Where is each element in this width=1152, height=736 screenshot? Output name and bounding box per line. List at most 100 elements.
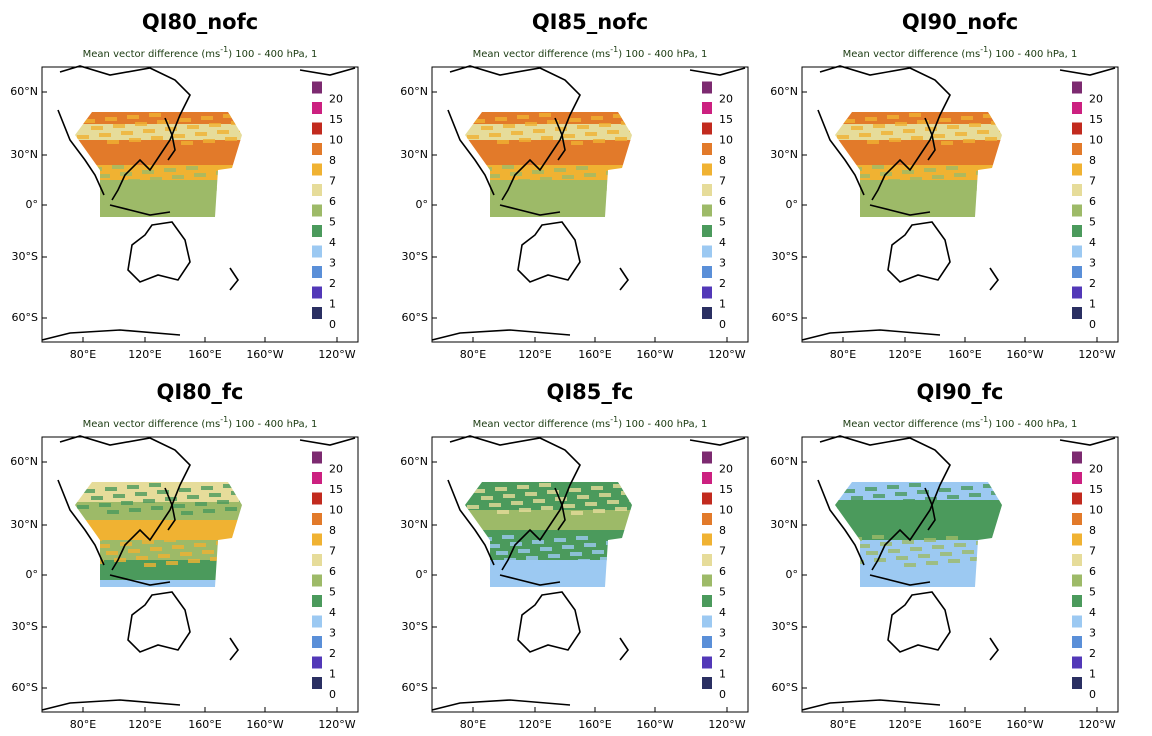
field-speckle: [504, 558, 516, 562]
legend-label: 1: [719, 298, 726, 311]
field-speckle: [874, 188, 886, 192]
field-speckle: [105, 117, 117, 121]
legend-swatch: [312, 451, 322, 464]
field-speckle: [948, 559, 960, 563]
field-speckle: [895, 122, 907, 126]
legend-swatch: [1072, 225, 1082, 237]
field-speckle: [548, 184, 560, 188]
subtitle-rest: ) 100 - 400 hPa, 1: [228, 419, 317, 430]
field-speckle: [556, 561, 568, 565]
map-panel: QI90_nofc Mean vector difference (ms-1) 1…: [770, 10, 1119, 361]
coastline: [887, 221, 951, 283]
subtitle-sup: -1: [220, 415, 228, 424]
lat-label: 60°S: [402, 681, 428, 694]
field-speckle: [142, 540, 154, 544]
field-speckle: [872, 165, 884, 169]
field-speckle: [576, 166, 588, 170]
coastline: [449, 435, 581, 571]
lat-label: 60°S: [772, 681, 798, 694]
field-speckle: [210, 187, 222, 191]
lon-label: 160°E: [188, 718, 221, 731]
field-speckle: [181, 141, 193, 145]
legend-swatch: [1072, 204, 1082, 217]
field-speckle: [858, 174, 870, 178]
field-speckle: [158, 184, 170, 188]
subtitle-text: Mean vector difference (ms: [843, 419, 981, 430]
field-speckle: [903, 499, 915, 503]
field-speckle: [225, 137, 237, 141]
field-speckle: [98, 544, 110, 548]
field-speckle: [217, 130, 229, 134]
coastline: [817, 479, 865, 566]
field-speckle: [917, 490, 929, 494]
field-speckle: [593, 139, 605, 143]
panel-subtitle: Mean vector difference (ms-1) 100 - 400 …: [843, 45, 1078, 61]
legend-label: 0: [1089, 688, 1096, 701]
panel-subtitle: Mean vector difference (ms-1) 100 - 400 …: [83, 45, 318, 61]
legend-swatch: [1072, 451, 1082, 464]
subtitle-sup: -1: [980, 415, 988, 424]
lat-label: 30°N: [400, 518, 428, 531]
field-speckle: [534, 563, 546, 567]
field-speckle: [970, 187, 982, 191]
field-speckle: [903, 129, 915, 133]
field-band: [75, 502, 242, 520]
field-speckle: [925, 127, 937, 131]
legend-label: 20: [1089, 93, 1103, 106]
field-speckle: [613, 484, 625, 488]
field-speckle: [969, 493, 981, 497]
legend-label: 7: [719, 175, 726, 188]
legend-label: 20: [719, 463, 733, 476]
field-speckle: [540, 547, 552, 551]
coastline: [619, 267, 629, 291]
lat-label: 0°: [416, 198, 429, 211]
field-speckle: [540, 177, 552, 181]
legend-swatch: [312, 574, 322, 587]
field-speckle: [889, 508, 901, 512]
subtitle-text: Mean vector difference (ms: [473, 419, 611, 430]
lon-label: 120°W: [318, 348, 355, 361]
field-speckle: [985, 137, 997, 141]
legend-label: 5: [1089, 216, 1096, 229]
legend-swatch: [1072, 307, 1082, 319]
field-speckle: [584, 543, 596, 547]
field-speckle: [467, 135, 479, 139]
legend-label: 5: [719, 216, 726, 229]
legend-swatch: [1072, 574, 1082, 587]
field-speckle: [210, 557, 222, 561]
coastline: [447, 479, 495, 566]
coastline: [229, 267, 239, 291]
lat-label: 60°S: [12, 311, 38, 324]
lon-label: 160°W: [246, 718, 283, 731]
legend-swatch: [702, 184, 712, 196]
lon-label: 80°E: [830, 718, 856, 731]
lat-label: 60°N: [770, 85, 798, 98]
map-panel: QI85_fc Mean vector difference (ms-1) 100…: [400, 380, 749, 731]
coastline: [57, 479, 105, 566]
legend-swatch: [702, 492, 712, 505]
field-speckle: [194, 543, 206, 547]
field-speckle: [569, 488, 581, 492]
field-speckle: [195, 502, 207, 506]
field-speckle: [939, 118, 951, 122]
field-speckle: [114, 188, 126, 192]
field-speckle: [576, 536, 588, 540]
lon-label: 120°E: [518, 348, 551, 361]
coastline: [801, 699, 941, 711]
legend-label: 2: [329, 647, 336, 660]
legend-swatch: [312, 122, 322, 135]
legend-label: 4: [719, 236, 726, 249]
field-speckle: [926, 561, 938, 565]
legend-swatch: [702, 677, 712, 689]
legend-swatch: [702, 656, 712, 669]
field-speckle: [91, 496, 103, 500]
field-speckle: [933, 134, 945, 138]
field-speckle: [217, 500, 229, 504]
field-speckle: [591, 116, 603, 120]
field-speckle: [866, 181, 878, 185]
field-speckle: [872, 535, 884, 539]
panel-subtitle: Mean vector difference (ms-1) 100 - 400 …: [83, 415, 318, 431]
lat-label: 0°: [786, 568, 799, 581]
legend-swatch: [312, 636, 322, 648]
field-speckle: [107, 140, 119, 144]
